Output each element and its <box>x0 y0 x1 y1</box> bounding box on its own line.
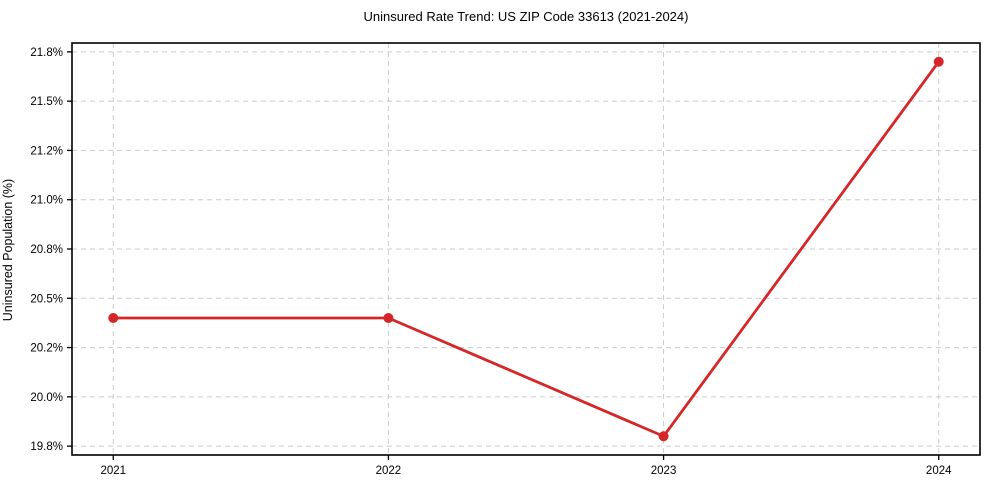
trend-line <box>111 60 941 438</box>
data-point <box>383 312 394 323</box>
y-tick-label: 20.8% <box>30 244 63 256</box>
data-point <box>933 56 944 67</box>
y-tick-label: 20.2% <box>30 343 63 355</box>
y-axis-label: Uninsured Population (%) <box>1 178 15 322</box>
chart-title: Uninsured Rate Trend: US ZIP Code 33613 … <box>363 9 689 24</box>
data-point <box>658 431 669 442</box>
x-tick-label: 2022 <box>376 465 402 477</box>
y-tick-label: 21.0% <box>30 195 63 207</box>
y-tick-label: 20.5% <box>30 293 63 305</box>
grid-layer <box>72 43 980 455</box>
y-tick-label: 21.8% <box>30 47 63 59</box>
x-tick-label: 2024 <box>926 465 952 477</box>
x-tick-label: 2023 <box>651 465 677 477</box>
y-tick-label: 20.0% <box>30 392 63 404</box>
y-tick-label: 21.5% <box>30 96 63 108</box>
y-tick-label: 19.8% <box>30 441 63 453</box>
data-point <box>108 312 119 323</box>
data-layer <box>108 56 944 442</box>
x-tick-label: 2021 <box>100 465 126 477</box>
y-tick-label: 21.2% <box>30 145 63 157</box>
axes-layer: 2021 2022 2023 2024 19.8% 20.0% 20.2% 20.5% 20.8… <box>30 42 981 477</box>
